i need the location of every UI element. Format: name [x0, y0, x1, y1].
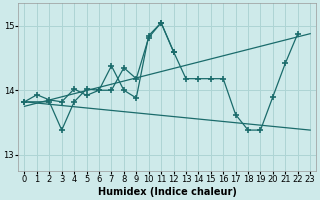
X-axis label: Humidex (Indice chaleur): Humidex (Indice chaleur)	[98, 187, 237, 197]
